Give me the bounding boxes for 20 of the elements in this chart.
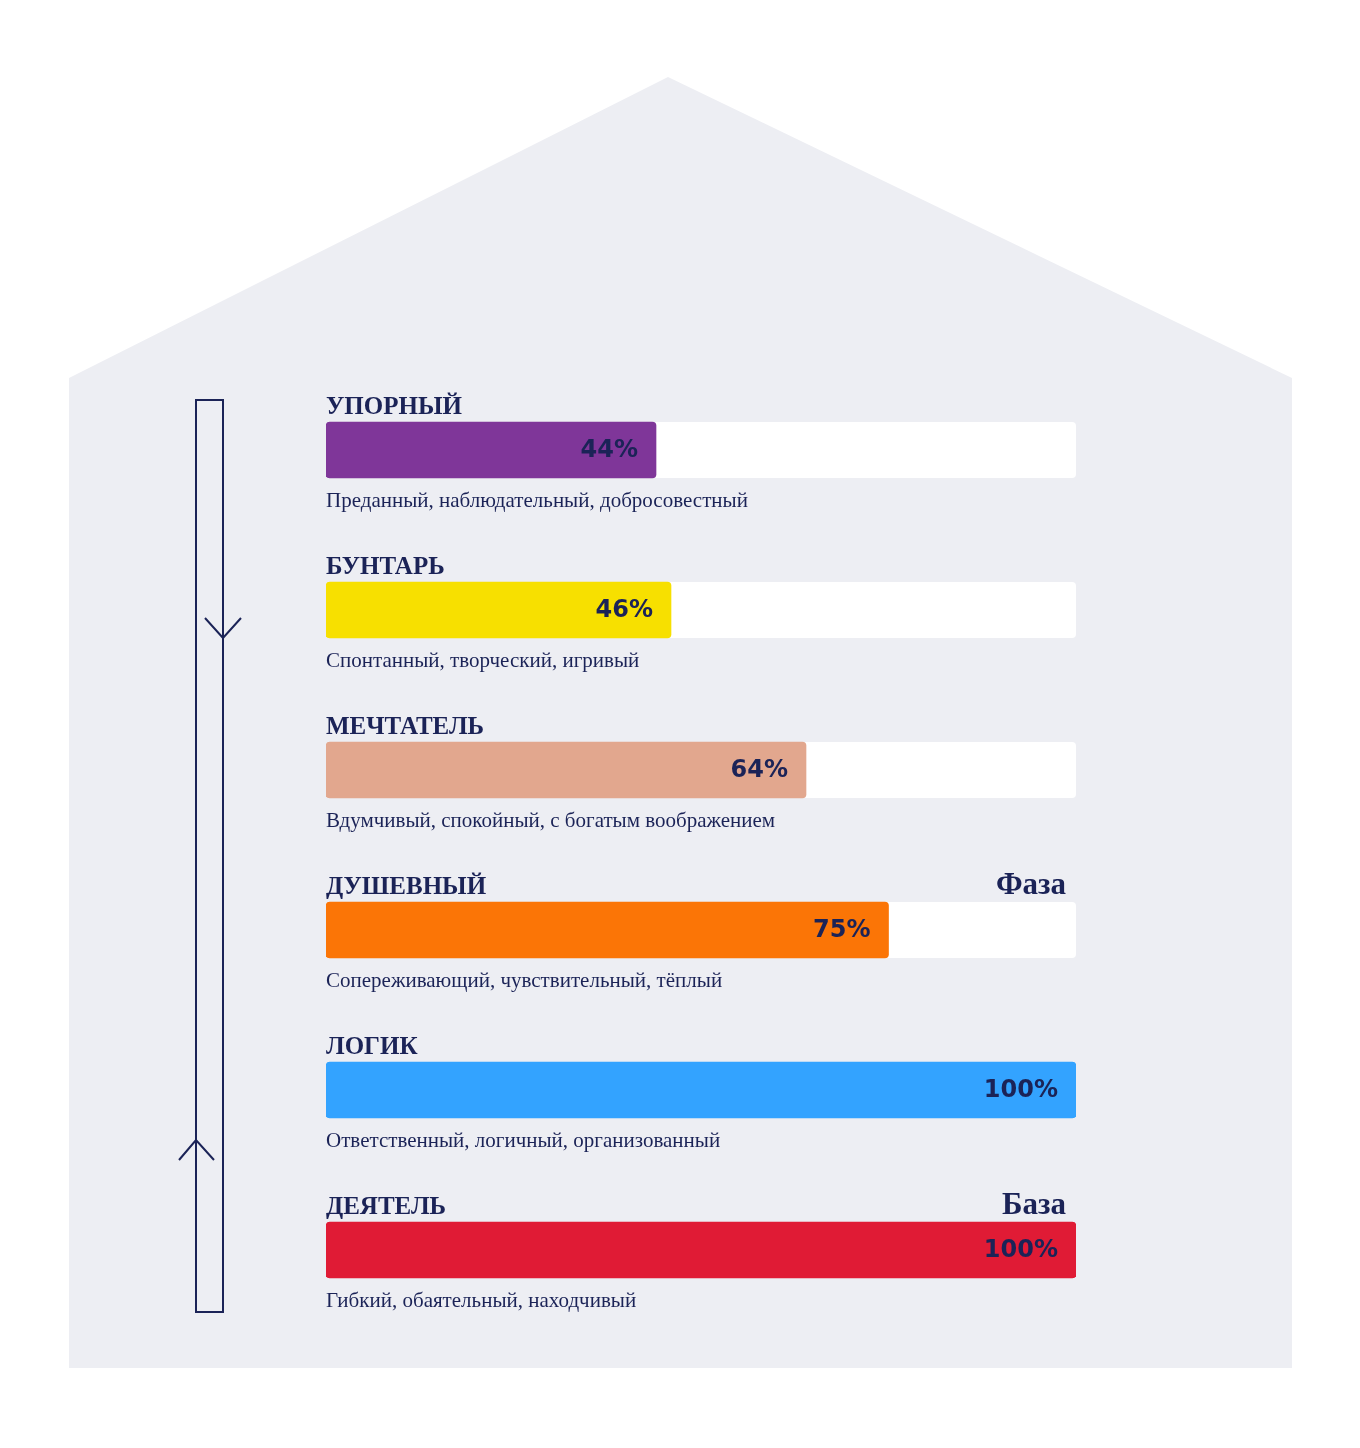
annotation: Вдумчивый, спокойный, с богатым воображением [326,808,776,832]
y-tick-label: УПОРНЫЙ [326,392,463,419]
data-label: 100% [983,1075,1058,1104]
y-tick-label: ДУШЕВНЫЙ [326,872,487,899]
text: Гибкий, обаятельный, находчивый [326,1288,637,1312]
annotation: Преданный, наблюдательный, добросовестный [326,488,748,512]
y-tick-label: ДЕЯТЕЛЬ [326,1192,447,1219]
annotation: Спонтанный, творческий, игривый [326,648,640,672]
data-label: 44% [580,435,638,464]
annotation: Фаза [995,866,1067,901]
data-label: 46% [595,595,653,624]
data-label: 64% [730,755,788,784]
annotation: Сопереживающий, чувствительный, тёплый [326,968,723,992]
annotation: Ответственный, логичный, организованный [326,1128,721,1152]
y-tick-label: МЕЧТАТЕЛЬ [326,712,485,739]
annotation: База [1002,1186,1067,1221]
y-tick-label: ЛОГИК [326,1032,418,1059]
y-tick-label: БУНТАРЬ [326,552,445,579]
data-label: 75% [813,915,871,944]
data-label: 100% [983,1235,1058,1264]
